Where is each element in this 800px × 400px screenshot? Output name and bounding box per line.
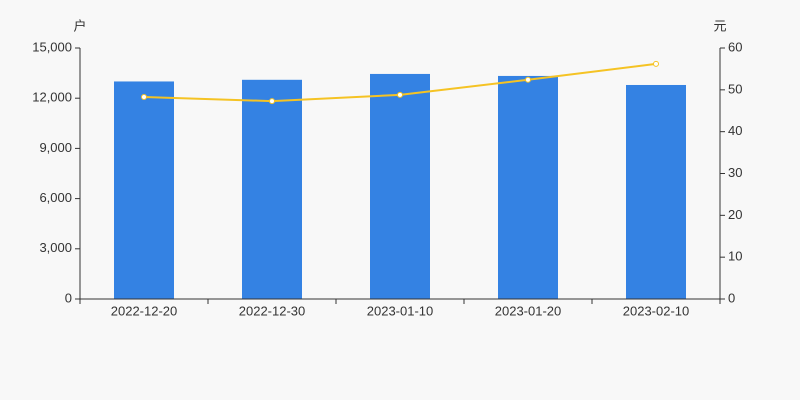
- line-point: [525, 76, 531, 83]
- line-point: [141, 93, 147, 100]
- x-tick-label: 2022-12-20: [111, 303, 178, 318]
- y-tick-label: 15,000: [32, 39, 72, 54]
- bar: [370, 73, 430, 299]
- y-axis-unit: 户: [73, 18, 86, 33]
- y2-tick-label: 20: [728, 207, 742, 222]
- y-tick-label: 0: [65, 290, 72, 305]
- bar: [626, 84, 686, 299]
- y2-tick-label: 10: [728, 249, 742, 264]
- x-tick-label: 2023-01-10: [367, 303, 434, 318]
- y2-axis-unit: 元: [713, 18, 726, 33]
- x-tick-label: 2023-01-20: [495, 303, 562, 318]
- line-point: [269, 98, 275, 105]
- bar: [242, 79, 302, 299]
- y2-tick-label: 50: [728, 81, 742, 96]
- y2-tick-label: 30: [728, 165, 742, 180]
- y2-tick-label: 0: [728, 290, 735, 305]
- y2-tick-label: 40: [728, 123, 742, 138]
- bar: [498, 75, 558, 299]
- y-tick-label: 6,000: [39, 190, 72, 205]
- bar: [114, 81, 174, 299]
- x-tick-label: 2023-02-10: [623, 303, 690, 318]
- line-point: [653, 60, 659, 67]
- y-tick-label: 9,000: [39, 140, 72, 155]
- y-tick-label: 3,000: [39, 240, 72, 255]
- x-tick-label: 2022-12-30: [239, 303, 306, 318]
- line-point: [397, 91, 403, 98]
- y-tick-label: 12,000: [32, 90, 72, 105]
- y2-tick-label: 60: [728, 39, 742, 54]
